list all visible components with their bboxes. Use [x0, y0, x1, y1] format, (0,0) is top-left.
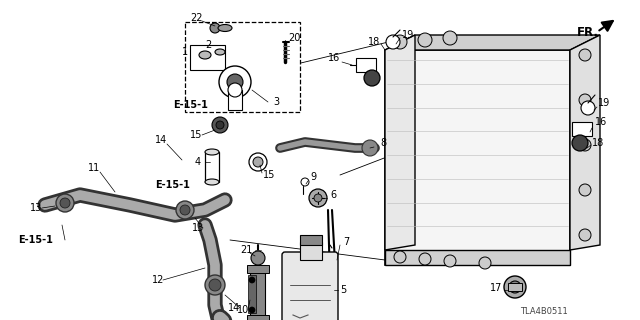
Text: 18: 18 — [592, 138, 604, 148]
Circle shape — [479, 257, 491, 269]
Circle shape — [364, 70, 380, 86]
Text: 19: 19 — [402, 30, 414, 40]
Bar — [247, 315, 269, 320]
Circle shape — [176, 201, 194, 219]
Ellipse shape — [199, 51, 211, 59]
Circle shape — [301, 178, 309, 186]
Text: 6: 6 — [330, 190, 336, 200]
Circle shape — [393, 35, 407, 49]
Bar — [205, 152, 219, 182]
Circle shape — [444, 255, 456, 267]
Circle shape — [394, 251, 406, 263]
Text: 4: 4 — [195, 157, 201, 167]
Bar — [300, 235, 322, 245]
Text: E-15-1: E-15-1 — [173, 100, 208, 110]
Circle shape — [581, 101, 595, 115]
Circle shape — [443, 31, 457, 45]
Text: 11: 11 — [88, 163, 100, 173]
Text: 7: 7 — [343, 237, 349, 247]
Circle shape — [579, 229, 591, 241]
Bar — [572, 122, 592, 136]
Text: 1: 1 — [182, 47, 188, 57]
Circle shape — [309, 189, 327, 207]
Bar — [300, 242, 322, 260]
Text: 22: 22 — [190, 13, 202, 23]
Bar — [247, 265, 269, 273]
Circle shape — [210, 23, 220, 33]
Text: E-15-1: E-15-1 — [18, 235, 53, 245]
Circle shape — [249, 307, 255, 313]
Text: 13: 13 — [30, 203, 42, 213]
Circle shape — [509, 281, 521, 293]
Circle shape — [209, 279, 221, 291]
Text: 20: 20 — [288, 33, 300, 43]
Ellipse shape — [205, 179, 219, 185]
Text: 2: 2 — [205, 40, 211, 50]
Circle shape — [227, 74, 243, 90]
Text: 19: 19 — [598, 98, 611, 108]
Text: FR.: FR. — [577, 26, 599, 38]
Text: 18: 18 — [368, 37, 380, 47]
Bar — [228, 90, 242, 110]
Circle shape — [219, 66, 251, 98]
Text: E-15-1: E-15-1 — [155, 180, 190, 190]
Circle shape — [60, 198, 70, 208]
Ellipse shape — [205, 149, 219, 155]
Circle shape — [249, 277, 255, 283]
Bar — [356, 58, 376, 72]
Text: 13: 13 — [192, 223, 204, 233]
FancyBboxPatch shape — [282, 252, 338, 320]
Circle shape — [579, 139, 591, 151]
Bar — [190, 45, 225, 70]
Polygon shape — [385, 35, 600, 50]
Circle shape — [386, 35, 400, 49]
Ellipse shape — [215, 49, 225, 55]
Circle shape — [314, 194, 322, 202]
Bar — [508, 283, 522, 291]
Circle shape — [253, 157, 263, 167]
Text: 10: 10 — [237, 305, 249, 315]
Ellipse shape — [218, 25, 232, 31]
Bar — [385, 50, 570, 265]
Bar — [185, 22, 300, 112]
Text: TLA4B0511: TLA4B0511 — [520, 308, 568, 316]
Text: 16: 16 — [328, 53, 340, 63]
Circle shape — [419, 253, 431, 265]
Circle shape — [216, 121, 224, 129]
Text: 15: 15 — [263, 170, 275, 180]
Text: 8: 8 — [380, 138, 386, 148]
Text: 9: 9 — [310, 172, 316, 182]
Text: 5: 5 — [340, 285, 346, 295]
Circle shape — [212, 117, 228, 133]
Circle shape — [418, 33, 432, 47]
Bar — [248, 275, 256, 313]
Circle shape — [362, 140, 378, 156]
Text: 15: 15 — [190, 130, 202, 140]
Text: 12: 12 — [152, 275, 164, 285]
Circle shape — [251, 251, 265, 265]
Circle shape — [228, 83, 242, 97]
Circle shape — [56, 194, 74, 212]
Text: 14: 14 — [228, 303, 240, 313]
Text: 14: 14 — [155, 135, 167, 145]
Polygon shape — [570, 35, 600, 250]
Text: 16: 16 — [595, 117, 607, 127]
Circle shape — [572, 135, 588, 151]
Circle shape — [579, 184, 591, 196]
Polygon shape — [385, 35, 415, 250]
Circle shape — [579, 49, 591, 61]
Polygon shape — [385, 250, 570, 265]
Text: 21: 21 — [240, 245, 252, 255]
Circle shape — [180, 205, 190, 215]
Bar — [250, 265, 265, 320]
Circle shape — [579, 94, 591, 106]
Circle shape — [205, 275, 225, 295]
Circle shape — [249, 153, 267, 171]
Text: 17: 17 — [490, 283, 502, 293]
Circle shape — [504, 276, 526, 298]
Text: 3: 3 — [273, 97, 279, 107]
